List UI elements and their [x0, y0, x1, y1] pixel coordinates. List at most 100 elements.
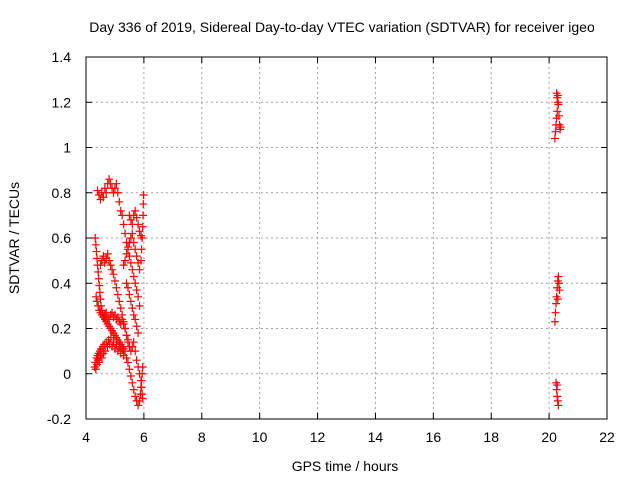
data-point — [92, 292, 101, 301]
data-point — [126, 215, 135, 224]
data-point — [108, 265, 117, 274]
x-tick-label: 4 — [82, 429, 90, 445]
data-point — [132, 286, 141, 295]
data-point — [126, 297, 135, 306]
data-point — [553, 107, 562, 116]
data-point — [134, 329, 143, 338]
data-point — [122, 353, 131, 362]
data-point — [115, 197, 124, 206]
data-point — [135, 227, 144, 236]
data-point — [138, 394, 147, 403]
data-point — [136, 376, 145, 385]
data-point — [118, 211, 127, 220]
data-point — [119, 261, 128, 270]
data-point — [121, 229, 130, 238]
data-point — [134, 220, 143, 229]
data-point — [132, 356, 141, 365]
axis-ticks — [85, 56, 608, 420]
data-point — [126, 234, 135, 242]
x-tick-label: 20 — [541, 429, 557, 445]
data-point — [102, 188, 111, 197]
y-tick-label: -0.2 — [47, 411, 71, 427]
data-point — [121, 324, 130, 333]
data-point — [123, 243, 132, 252]
x-tick-label: 14 — [368, 429, 384, 445]
data-point — [113, 313, 122, 322]
data-point — [103, 249, 112, 258]
data-point — [128, 265, 137, 274]
data-point — [129, 385, 138, 394]
data-point — [129, 272, 138, 281]
data-point — [136, 256, 145, 265]
data-point — [105, 175, 114, 184]
data-point — [139, 200, 148, 209]
y-tick-labels: -0.2 0 0.2 0.4 0.6 0.8 1 1.2 1.4 — [47, 49, 71, 427]
data-point — [123, 358, 132, 367]
data-point — [139, 191, 148, 200]
data-point — [555, 286, 564, 295]
data-point — [129, 338, 138, 347]
data-point — [121, 256, 130, 265]
data-point — [554, 401, 563, 410]
data-point — [136, 231, 145, 240]
data-point — [553, 381, 562, 390]
data-point — [131, 315, 140, 324]
data-point — [94, 301, 103, 310]
data-point — [119, 319, 128, 328]
data-point — [553, 295, 562, 304]
data-point — [119, 220, 128, 229]
data-point — [131, 347, 140, 356]
data-point — [110, 276, 119, 285]
y-tick-label: 0.8 — [52, 185, 72, 201]
x-tick-label: 18 — [483, 429, 499, 445]
data-point — [551, 127, 560, 136]
data-point — [139, 211, 148, 220]
data-point — [100, 258, 109, 267]
data-point — [552, 299, 561, 308]
data-point — [116, 304, 125, 313]
data-point — [128, 342, 137, 351]
x-tick-label: 8 — [198, 429, 206, 445]
data-point — [128, 229, 137, 238]
x-tick-label: 16 — [426, 429, 442, 445]
data-point — [119, 344, 128, 353]
data-point — [92, 247, 101, 256]
data-point — [138, 222, 147, 231]
y-tick-label: 1.2 — [52, 94, 72, 110]
data-point — [134, 401, 143, 410]
data-point — [99, 193, 108, 202]
data-point — [128, 304, 137, 313]
data-point — [94, 267, 103, 276]
data-point — [122, 249, 131, 258]
data-point — [132, 252, 141, 261]
data-point — [554, 272, 563, 281]
data-point — [126, 372, 135, 381]
grid-lines — [86, 57, 607, 419]
data-point — [91, 365, 100, 374]
data-point — [123, 283, 132, 292]
x-tick-label: 12 — [310, 429, 326, 445]
data-point — [135, 265, 144, 274]
data-point — [135, 369, 144, 378]
data-point — [91, 240, 100, 249]
data-point — [116, 206, 125, 215]
data-point — [105, 256, 114, 265]
data-point — [556, 123, 565, 132]
x-axis-label: GPS time / hours — [292, 458, 399, 474]
data-point — [97, 353, 106, 362]
chart-title: Day 336 of 2019, Sidereal Day-to-day VTE… — [89, 19, 595, 35]
y-tick-label: 0.6 — [52, 230, 72, 246]
data-point — [122, 331, 131, 340]
data-point — [129, 238, 138, 247]
data-point — [550, 134, 559, 143]
data-point — [125, 290, 134, 299]
data-point — [132, 213, 141, 222]
data-point — [100, 184, 109, 193]
x-tick-label: 6 — [140, 429, 148, 445]
data-point — [134, 292, 143, 301]
data-point — [131, 206, 140, 215]
data-point — [101, 347, 110, 356]
data-point — [125, 365, 134, 374]
data-point — [122, 279, 131, 288]
y-tick-label: 1.4 — [52, 49, 72, 65]
